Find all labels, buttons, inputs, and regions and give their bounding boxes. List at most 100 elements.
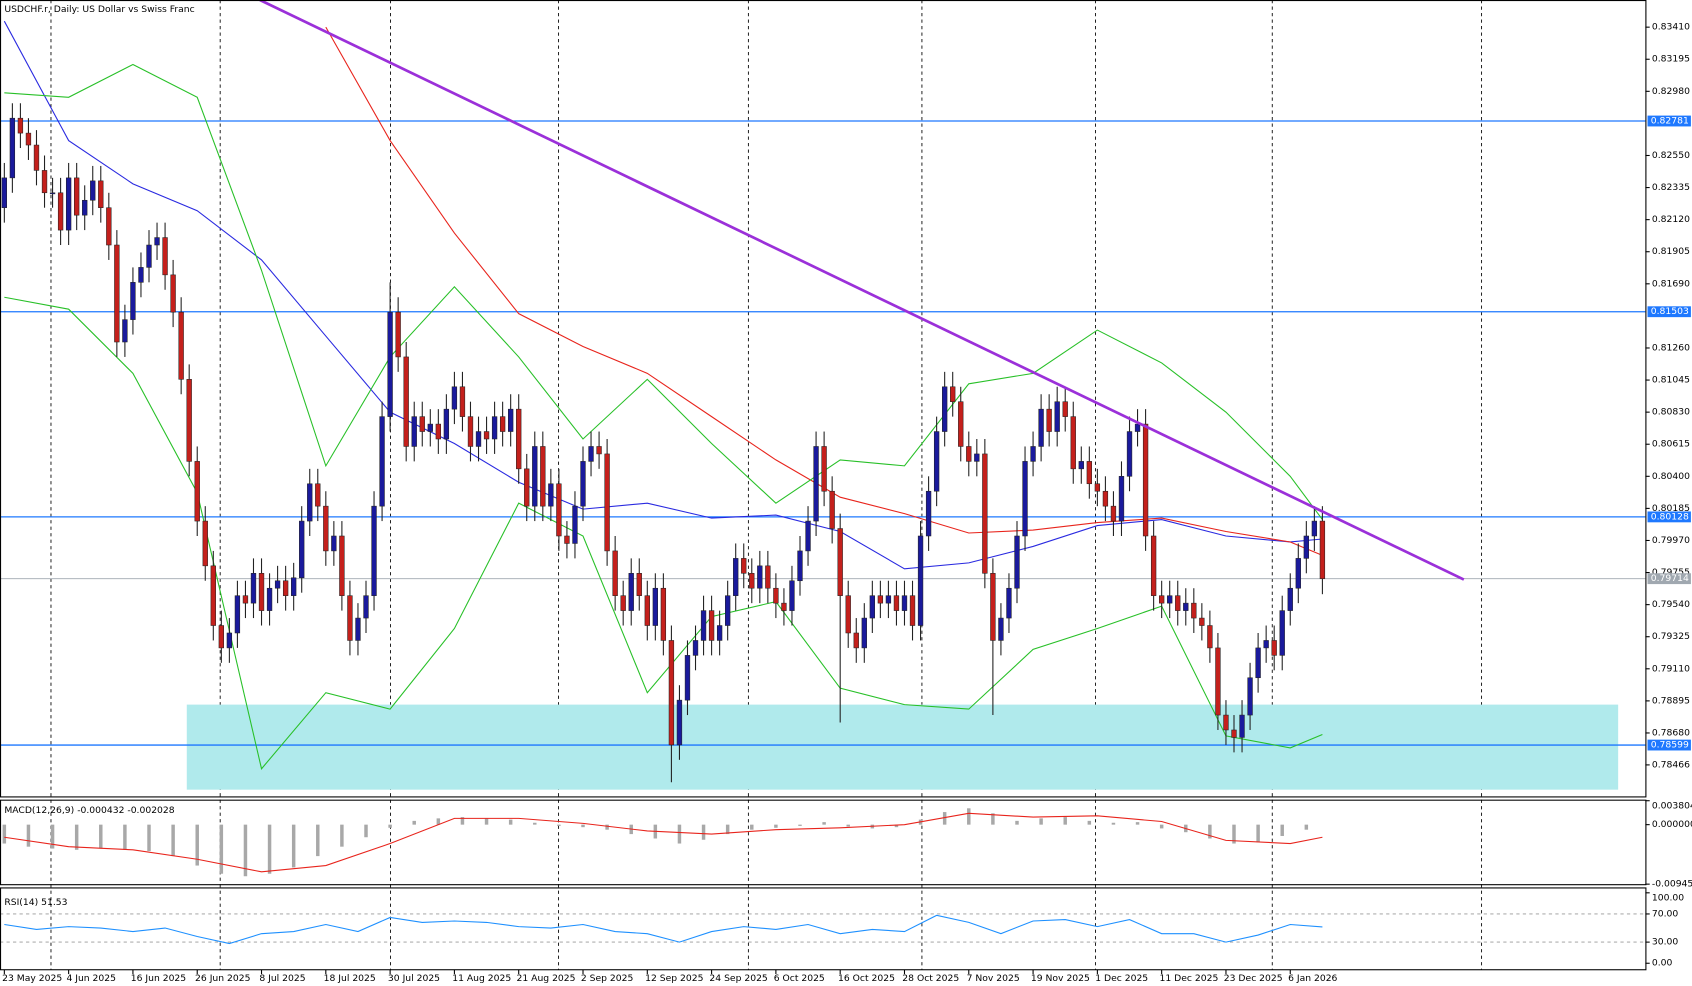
candle-body xyxy=(1231,729,1237,738)
x-tick-label: 30 Jul 2025 xyxy=(388,973,440,984)
x-tick-label: 23 Dec 2025 xyxy=(1224,973,1283,984)
candle-body xyxy=(41,170,48,194)
candle-body xyxy=(395,311,401,358)
candle-body xyxy=(1279,610,1285,656)
candle-body xyxy=(1247,677,1253,716)
candle-body xyxy=(885,595,892,604)
candle-body xyxy=(467,416,474,447)
macd-histogram-bar xyxy=(1063,817,1067,825)
candle-body xyxy=(861,617,867,649)
candle-body xyxy=(1070,416,1076,470)
macd-histogram-bar xyxy=(701,824,706,840)
x-tick-label: 4 Jun 2025 xyxy=(66,973,116,984)
candle-body xyxy=(805,520,811,552)
y-tick-label: 0.81045 xyxy=(1652,375,1690,386)
candle-body xyxy=(950,386,956,402)
candle-body xyxy=(773,587,779,604)
candle-body xyxy=(274,580,281,589)
candle-body xyxy=(331,535,337,552)
macd-histogram-bar xyxy=(1256,824,1260,843)
panel-title: USDCHF.r, Daily: US Dollar vs Swiss Fran… xyxy=(4,4,194,15)
x-tick-label: 18 Jul 2025 xyxy=(324,973,376,984)
candle-body xyxy=(1118,476,1125,522)
macd-histogram-bar xyxy=(533,822,537,825)
macd-histogram-bar xyxy=(846,824,850,827)
candle-body xyxy=(1062,401,1068,417)
candle-body xyxy=(122,319,128,343)
candle-body xyxy=(516,408,522,470)
y-tick-label: 0.79325 xyxy=(1652,631,1690,642)
candle-body xyxy=(869,595,875,619)
candle-body xyxy=(186,379,192,462)
y-tick-label: 0.79755 xyxy=(1652,567,1690,578)
x-tick-label: 12 Sep 2025 xyxy=(645,973,704,984)
level-box xyxy=(1647,115,1691,127)
candle-body xyxy=(234,595,241,634)
macd-histogram-bar xyxy=(774,824,778,828)
candle-body xyxy=(355,617,361,641)
macd-histogram-bar xyxy=(243,824,248,877)
candle-body xyxy=(138,267,144,283)
macd-histogram-bar xyxy=(412,820,416,825)
macd-histogram-bar xyxy=(364,824,368,838)
y-tick-label: -0.009456 xyxy=(1652,879,1692,890)
candle-body xyxy=(74,177,80,216)
y-tick-label: 0.80400 xyxy=(1652,471,1690,482)
candle-body xyxy=(1167,595,1173,604)
candle-body xyxy=(315,483,321,507)
candle-body xyxy=(564,535,570,544)
candle-body xyxy=(837,528,843,596)
candle-body xyxy=(990,573,996,641)
candle-body xyxy=(958,401,964,447)
macd-histogram-bar xyxy=(147,824,151,852)
macd-histogram-bar xyxy=(677,824,682,844)
candle-body xyxy=(379,416,385,507)
candle-body xyxy=(893,595,900,611)
macd-histogram-bar xyxy=(1304,824,1309,830)
candle-body xyxy=(1102,490,1109,507)
candle-body xyxy=(1022,461,1028,537)
candle-body xyxy=(499,416,506,432)
candle-body xyxy=(556,483,562,537)
candle-body xyxy=(347,595,353,641)
macd-histogram-bar xyxy=(1208,824,1212,839)
rsi-line xyxy=(4,914,1323,945)
candle-body xyxy=(459,386,466,417)
candle-body xyxy=(1126,431,1133,477)
macd-histogram-bar xyxy=(26,824,31,847)
candle-body xyxy=(202,520,208,567)
macd-histogram-bar xyxy=(123,824,127,850)
candle-body xyxy=(258,573,265,611)
x-tick-label: 6 Oct 2025 xyxy=(774,973,825,984)
y-tick-label: 0.81905 xyxy=(1652,246,1690,257)
candle-body xyxy=(371,505,377,596)
candle-body xyxy=(419,416,425,432)
candle-body xyxy=(1263,640,1269,649)
candle-body xyxy=(1014,535,1020,589)
candle-body xyxy=(572,505,578,544)
candle-body xyxy=(636,573,642,596)
x-tick-label: 11 Dec 2025 xyxy=(1159,973,1218,984)
candle-body xyxy=(1239,714,1245,738)
macd-histogram-bar xyxy=(219,824,224,874)
panel-title: MACD(12,26,9) -0.000432 -0.002028 xyxy=(4,805,174,816)
candle-body xyxy=(1223,714,1229,731)
candle-body xyxy=(266,587,273,611)
y-tick-label: 30.00 xyxy=(1652,937,1679,948)
candle-body xyxy=(1110,505,1117,522)
macd-histogram-bar xyxy=(750,824,754,830)
candle-body xyxy=(813,446,819,522)
candle-body xyxy=(210,565,216,626)
candle-body xyxy=(411,416,417,447)
candle-body xyxy=(1134,423,1141,432)
candle-body xyxy=(57,192,64,231)
candle-body xyxy=(877,595,884,604)
x-tick-label: 16 Jun 2025 xyxy=(131,973,187,984)
candle-body xyxy=(1319,520,1326,579)
candle-body xyxy=(307,483,313,522)
macd-histogram-bar xyxy=(460,817,465,825)
indicator-line xyxy=(3,20,1323,570)
macd-histogram-bar xyxy=(50,824,55,849)
